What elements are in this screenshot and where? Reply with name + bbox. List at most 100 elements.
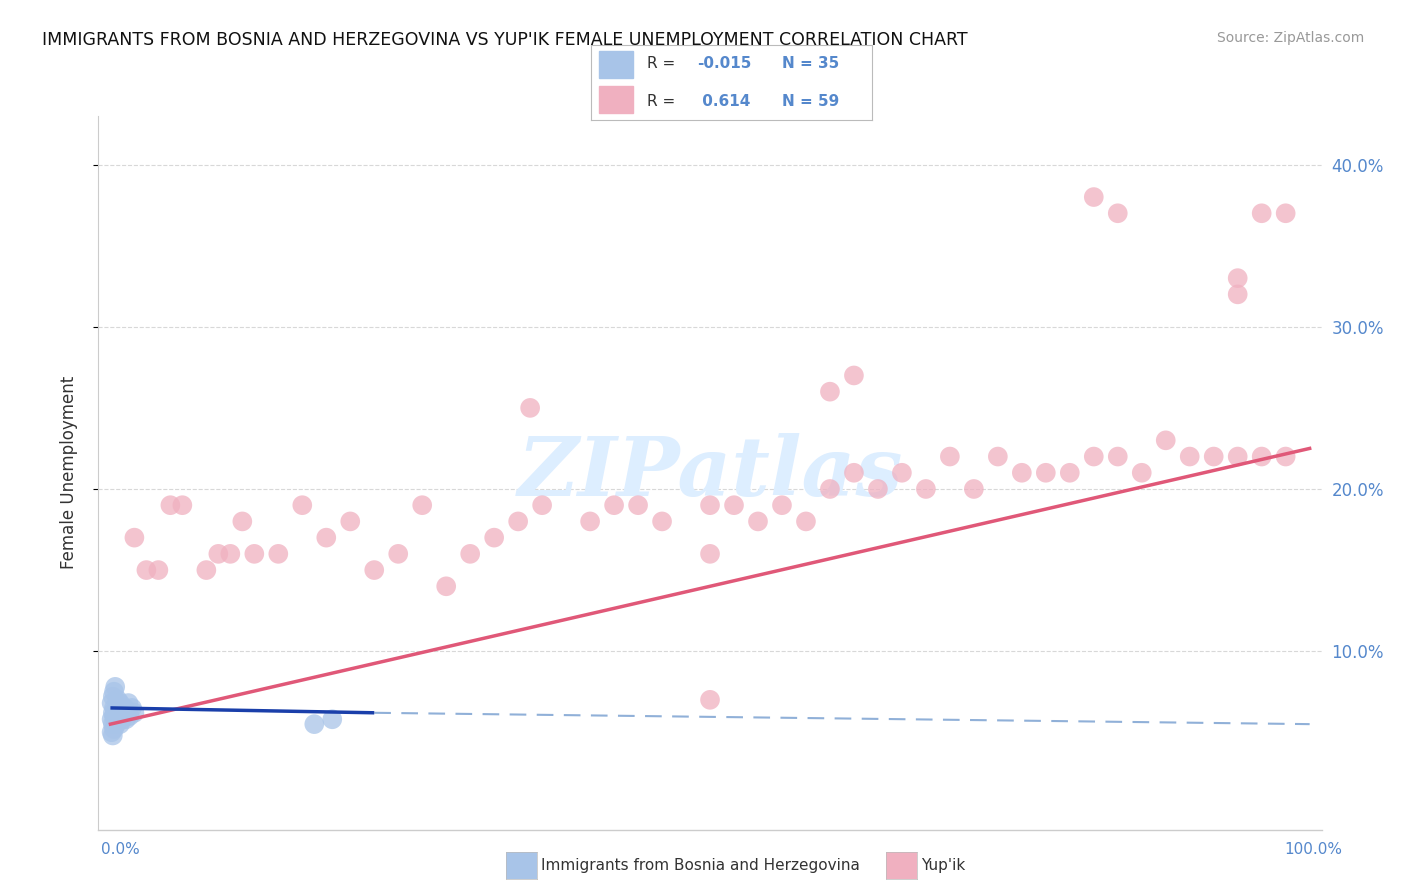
Point	[866, 482, 889, 496]
Point	[651, 515, 673, 529]
Point	[770, 498, 793, 512]
Point	[104, 709, 127, 723]
Point	[107, 701, 129, 715]
Point	[103, 684, 125, 698]
Point	[1274, 450, 1296, 464]
Text: -0.015: -0.015	[697, 56, 752, 71]
Point	[111, 701, 134, 715]
Point	[103, 722, 125, 736]
Point	[1250, 450, 1272, 464]
Point	[110, 704, 132, 718]
Point	[207, 547, 229, 561]
Point	[148, 563, 170, 577]
Point	[699, 693, 721, 707]
Bar	[599, 86, 633, 112]
Point	[108, 696, 131, 710]
Point	[458, 547, 481, 561]
Point	[723, 498, 745, 512]
Point	[108, 706, 129, 720]
Point	[291, 498, 314, 512]
Point	[231, 515, 253, 529]
Text: N = 35: N = 35	[782, 56, 839, 71]
Point	[101, 717, 124, 731]
Point	[508, 515, 530, 529]
Point	[387, 547, 409, 561]
Point	[108, 717, 131, 731]
Point	[363, 563, 385, 577]
Point	[1226, 450, 1249, 464]
Point	[105, 712, 128, 726]
Point	[124, 706, 146, 720]
Point	[915, 482, 938, 496]
Point	[1250, 206, 1272, 220]
Point	[219, 547, 242, 561]
Point	[100, 725, 122, 739]
Point	[411, 498, 433, 512]
Point	[939, 450, 962, 464]
Text: R =: R =	[647, 56, 681, 71]
Point	[1083, 190, 1105, 204]
Text: 0.0%: 0.0%	[101, 842, 141, 856]
Point	[114, 701, 136, 715]
Point	[1107, 206, 1129, 220]
Point	[101, 706, 124, 720]
Point	[818, 482, 841, 496]
Point	[434, 579, 457, 593]
Point	[267, 547, 290, 561]
Point	[103, 701, 125, 715]
Point	[121, 701, 143, 715]
Point	[111, 712, 134, 726]
Point	[818, 384, 841, 399]
Y-axis label: Female Unemployment: Female Unemployment	[59, 376, 77, 569]
Text: ZIPatlas: ZIPatlas	[517, 433, 903, 513]
Text: Source: ZipAtlas.com: Source: ZipAtlas.com	[1216, 31, 1364, 45]
Point	[987, 450, 1010, 464]
Point	[963, 482, 986, 496]
Point	[579, 515, 602, 529]
Point	[699, 547, 721, 561]
Point	[304, 717, 326, 731]
Point	[315, 531, 337, 545]
Point	[1011, 466, 1033, 480]
Point	[117, 696, 139, 710]
Point	[1202, 450, 1225, 464]
Point	[107, 693, 129, 707]
Point	[105, 717, 128, 731]
Point	[243, 547, 266, 561]
Point	[115, 712, 138, 726]
Point	[1059, 466, 1081, 480]
Point	[699, 498, 721, 512]
Text: N = 59: N = 59	[782, 94, 839, 109]
Point	[1130, 466, 1153, 480]
Text: 100.0%: 100.0%	[1285, 842, 1343, 856]
Point	[1083, 450, 1105, 464]
Point	[100, 696, 122, 710]
Point	[103, 709, 125, 723]
Point	[1178, 450, 1201, 464]
Point	[104, 680, 127, 694]
Point	[842, 466, 865, 480]
Text: Immigrants from Bosnia and Herzegovina: Immigrants from Bosnia and Herzegovina	[541, 858, 860, 872]
Text: IMMIGRANTS FROM BOSNIA AND HERZEGOVINA VS YUP'IK FEMALE UNEMPLOYMENT CORRELATION: IMMIGRANTS FROM BOSNIA AND HERZEGOVINA V…	[42, 31, 967, 49]
Point	[842, 368, 865, 383]
Point	[747, 515, 769, 529]
Point	[1035, 466, 1057, 480]
Point	[107, 704, 129, 718]
Text: Yup'ik: Yup'ik	[921, 858, 965, 872]
Point	[112, 709, 135, 723]
Point	[321, 712, 343, 726]
Point	[627, 498, 650, 512]
Point	[135, 563, 157, 577]
Point	[794, 515, 817, 529]
Text: 0.614: 0.614	[697, 94, 751, 109]
Point	[531, 498, 554, 512]
Point	[100, 712, 122, 726]
Point	[104, 712, 127, 726]
Point	[1154, 434, 1177, 448]
Point	[124, 531, 146, 545]
Bar	[599, 51, 633, 78]
Point	[1274, 206, 1296, 220]
Point	[603, 498, 626, 512]
Point	[118, 709, 141, 723]
Point	[101, 729, 124, 743]
